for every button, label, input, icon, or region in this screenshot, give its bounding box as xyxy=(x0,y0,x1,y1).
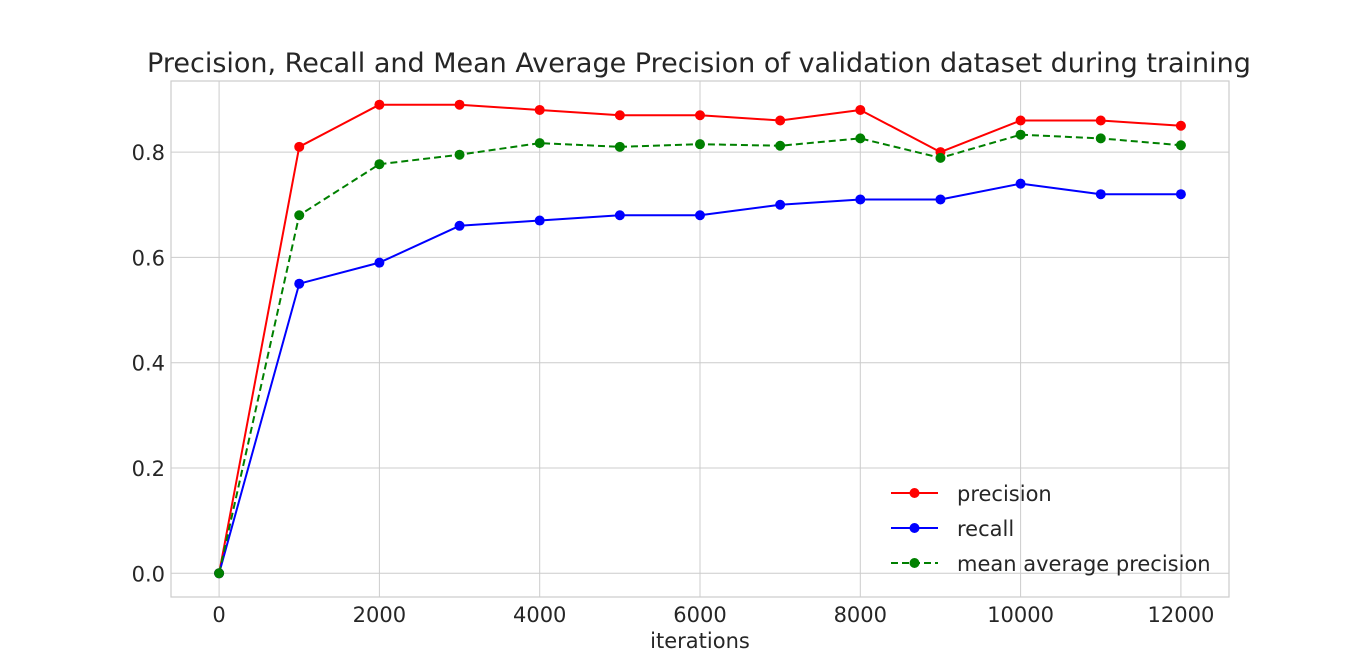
x-tick-label: 8000 xyxy=(834,603,887,627)
data-point-precision xyxy=(454,99,465,110)
x-tick-label: 12000 xyxy=(1148,603,1215,627)
x-tick-label: 0 xyxy=(212,603,225,627)
data-point-mean-average-precision xyxy=(614,141,625,152)
legend-marker-recall xyxy=(909,523,920,533)
data-point-mean-average-precision xyxy=(214,568,225,579)
data-point-mean-average-precision xyxy=(1015,129,1026,140)
y-tick-label: 0.0 xyxy=(132,562,165,586)
x-tick-label: 10000 xyxy=(987,603,1054,627)
data-point-mean-average-precision xyxy=(855,133,866,144)
legend-label-mean-average-precision: mean average precision xyxy=(957,552,1211,576)
data-point-recall xyxy=(1015,178,1026,189)
data-point-precision xyxy=(294,141,305,152)
data-point-recall xyxy=(1095,189,1106,200)
data-point-precision xyxy=(1175,120,1186,131)
data-point-recall xyxy=(695,210,705,221)
data-point-recall xyxy=(1175,189,1186,200)
series-layer xyxy=(214,99,1186,579)
grid xyxy=(171,81,1229,597)
legend-label-recall: recall xyxy=(957,517,1014,541)
legend-marker-precision xyxy=(909,488,920,498)
tick-labels: 0 2000 4000 6000 8000 10000 12000 0.0 0.2 0.4 0.6 0… xyxy=(132,141,1215,627)
data-point-recall xyxy=(614,210,625,221)
data-point-mean-average-precision xyxy=(695,139,705,150)
data-point-precision xyxy=(775,115,786,126)
legend-marker-mean-average-precision xyxy=(909,558,920,568)
data-point-recall xyxy=(534,215,545,226)
legend: precision recall mean average precision xyxy=(891,482,1211,576)
data-point-mean-average-precision xyxy=(1095,133,1106,144)
plot-area-frame xyxy=(170,80,1230,598)
data-point-recall xyxy=(294,278,305,289)
y-tick-label: 0.8 xyxy=(132,141,165,165)
data-point-recall xyxy=(374,257,385,268)
y-tick-label: 0.4 xyxy=(132,352,165,376)
y-tick-label: 0.2 xyxy=(132,457,165,481)
legend-label-precision: precision xyxy=(957,482,1052,506)
data-point-mean-average-precision xyxy=(454,149,465,160)
data-point-recall xyxy=(454,220,465,231)
x-tick-label: 2000 xyxy=(353,603,406,627)
x-axis-label: iterations xyxy=(650,629,750,653)
data-point-precision xyxy=(614,110,625,121)
data-point-precision xyxy=(1015,115,1026,126)
data-point-recall xyxy=(855,194,866,205)
data-point-mean-average-precision xyxy=(534,138,545,149)
data-point-recall xyxy=(775,199,786,210)
data-point-recall xyxy=(935,194,946,205)
data-point-precision xyxy=(534,104,545,115)
x-tick-label: 4000 xyxy=(513,603,566,627)
data-point-mean-average-precision xyxy=(374,159,385,170)
y-tick-label: 0.6 xyxy=(132,246,165,270)
chart-title: Precision, Recall and Mean Average Preci… xyxy=(147,48,1251,79)
data-point-mean-average-precision xyxy=(294,210,305,221)
data-point-precision xyxy=(1095,115,1106,126)
data-point-mean-average-precision xyxy=(935,152,946,163)
data-point-mean-average-precision xyxy=(775,140,786,151)
data-point-precision xyxy=(374,99,385,110)
data-point-precision xyxy=(855,104,866,115)
data-point-mean-average-precision xyxy=(1175,140,1186,151)
data-point-precision xyxy=(695,110,705,121)
x-tick-label: 6000 xyxy=(673,603,726,627)
